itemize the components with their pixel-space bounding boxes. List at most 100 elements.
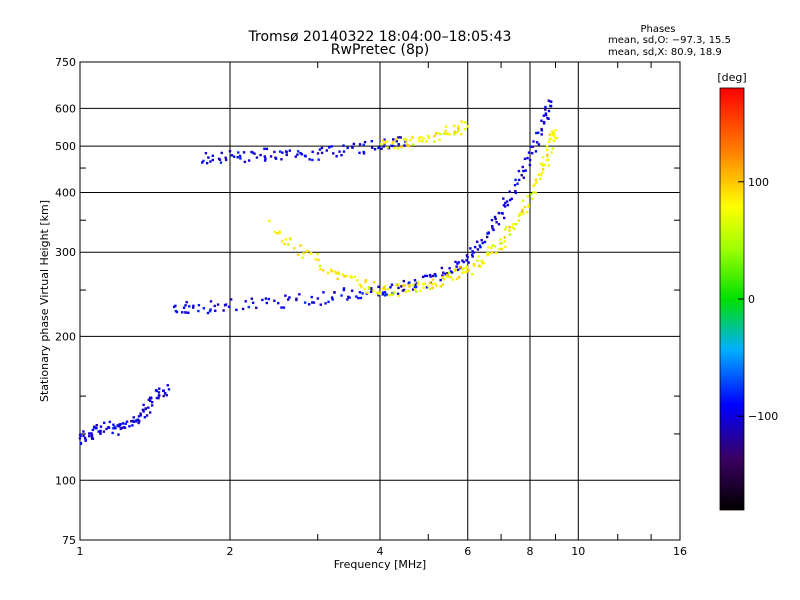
data-point-o [250,150,253,154]
data-point-o [467,261,470,264]
data-point-o [399,136,402,139]
data-point-o [439,278,442,282]
data-point-x [534,178,538,181]
data-point-o [99,431,102,435]
x-tick-label: 4 [377,545,384,558]
data-point-o [433,272,437,276]
data-point-o [209,308,212,311]
data-point-x [445,132,449,136]
data-point-o [244,300,247,303]
data-point-o [108,420,112,424]
data-point-o [517,169,521,173]
data-point-x [383,285,387,288]
data-point-x [508,225,511,229]
data-point-x [542,168,545,171]
data-point-o [502,216,506,220]
data-point-o [497,211,501,215]
data-point-o [476,248,480,251]
data-point-o [206,311,210,315]
data-point-x [457,127,460,130]
data-point-o [263,147,266,151]
data-point-x [411,136,414,139]
data-point-x [392,291,396,294]
data-point-x [521,208,524,212]
data-point-o [155,389,159,393]
data-point-x [306,249,309,253]
data-point-o [462,260,465,264]
colorbar-label: [deg] [717,71,746,84]
data-point-o [277,301,280,305]
x-tick-label: 1 [77,545,84,558]
data-point-o [384,294,387,297]
data-point-x [427,134,430,138]
data-point-o [111,431,114,435]
data-point-o [184,304,187,307]
data-point-x [392,140,395,144]
data-point-x [420,135,423,139]
data-point-x [461,271,464,274]
data-point-o [521,165,524,169]
data-point-o [157,391,161,394]
data-point-o [513,183,517,187]
data-point-x [309,251,313,255]
data-point-o [530,151,534,155]
data-point-o [303,154,307,157]
data-point-x [422,137,425,140]
y-tick-label: 200 [55,330,76,343]
data-point-o [148,399,152,402]
data-point-o [82,430,85,433]
data-point-o [197,309,200,313]
data-point-x [381,287,384,291]
data-point-o [542,120,546,124]
data-point-o [340,294,343,297]
data-point-x [376,291,379,295]
data-point-x [463,271,466,274]
data-point-x [415,290,418,293]
data-point-o [211,154,215,157]
data-point-o [358,291,362,294]
data-point-x [512,223,515,226]
data-point-o [330,145,333,148]
data-point-o [197,303,201,307]
data-point-o [273,150,276,154]
data-point-o [369,290,373,293]
data-point-o [540,119,543,122]
data-point-x [532,191,535,194]
data-point-o [243,160,247,164]
data-point-x [366,291,369,294]
data-point-o [495,221,498,224]
data-point-x [400,145,403,149]
data-point-o [211,158,214,162]
data-point-x [522,212,525,216]
data-point-o [312,301,316,304]
data-point-o [296,153,299,156]
data-point-o [492,228,495,232]
data-point-o [288,296,291,299]
data-point-x [329,268,333,271]
data-point-o [99,425,103,428]
data-point-x [430,283,434,286]
data-point-o [441,274,444,277]
data-point-x [495,251,498,255]
y-tick-label: 500 [55,140,76,153]
data-point-x [428,281,432,284]
data-point-o [523,157,527,161]
data-point-o [362,152,366,155]
data-point-o [535,131,538,135]
data-point-x [281,240,284,243]
y-axis-ticks: 75 100 200 300 400 500 600 750 [55,56,680,547]
data-point-x [503,236,506,239]
data-point-o [237,151,240,154]
data-point-o [185,300,188,304]
data-point-o [273,299,276,302]
data-point-x [547,164,551,167]
data-point-x [439,132,442,136]
data-point-o [390,144,393,147]
y-tick-label: 600 [55,102,76,115]
data-point-x [408,144,411,148]
data-point-x [499,242,502,245]
x-axis-label: Frequency [MHz] [334,558,426,571]
data-point-x [412,143,415,146]
data-point-x [447,132,451,136]
data-point-o [346,298,349,301]
